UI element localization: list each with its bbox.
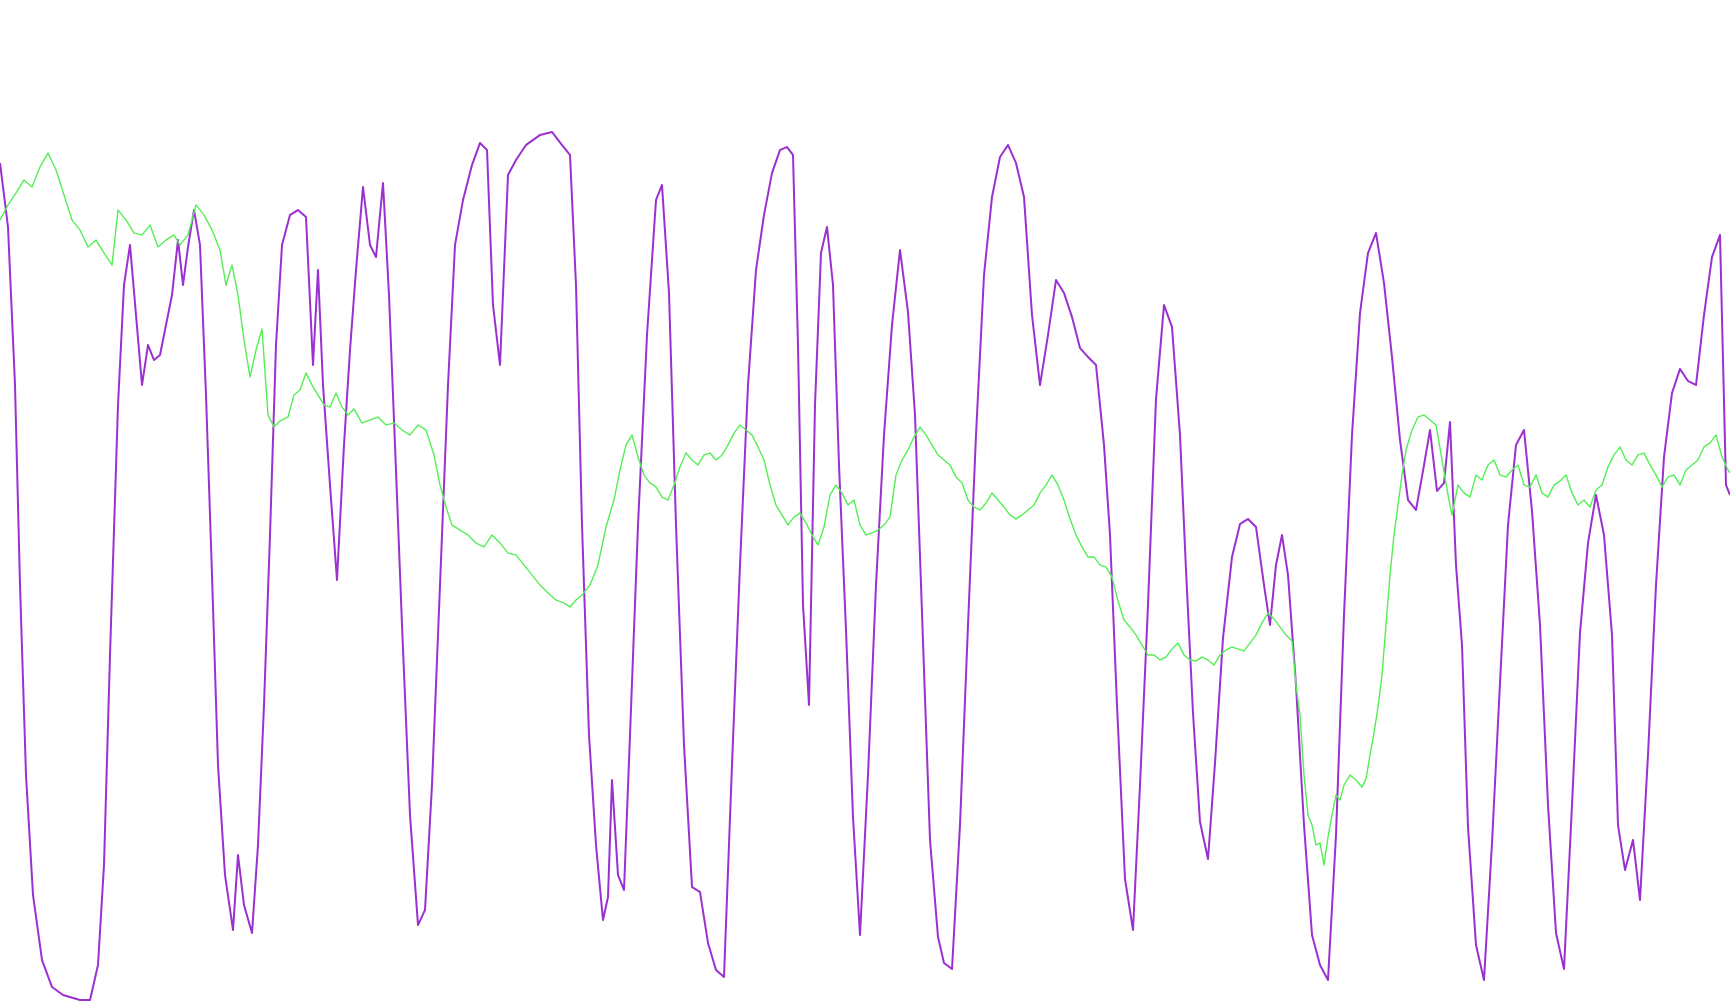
series-layer <box>0 131 1730 1001</box>
series-0 <box>0 131 1730 1001</box>
series-1 <box>0 152 1730 866</box>
series-0-line <box>0 131 1730 1001</box>
series-1-line <box>0 152 1730 866</box>
